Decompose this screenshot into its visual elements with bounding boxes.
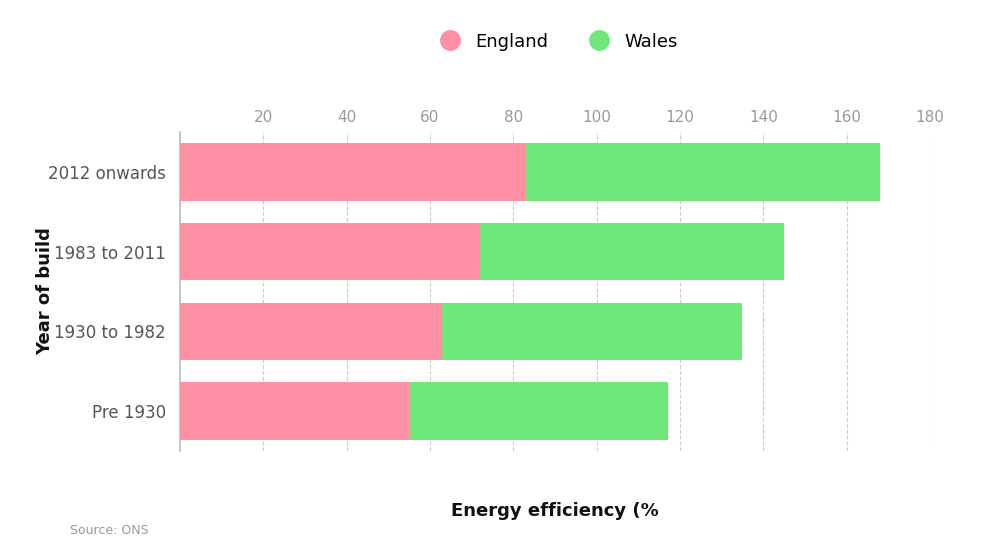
Legend: England, Wales: England, Wales bbox=[425, 25, 685, 58]
Bar bbox=[180, 143, 526, 201]
Bar bbox=[180, 223, 480, 280]
Bar bbox=[480, 223, 784, 280]
Text: Energy efficiency (%: Energy efficiency (% bbox=[451, 503, 659, 520]
Bar bbox=[526, 143, 880, 201]
Bar bbox=[180, 382, 409, 440]
Bar bbox=[409, 382, 668, 440]
Text: Source: ONS: Source: ONS bbox=[70, 524, 149, 536]
Bar bbox=[442, 302, 742, 360]
Text: Year of build: Year of build bbox=[36, 228, 54, 355]
Bar bbox=[180, 302, 442, 360]
